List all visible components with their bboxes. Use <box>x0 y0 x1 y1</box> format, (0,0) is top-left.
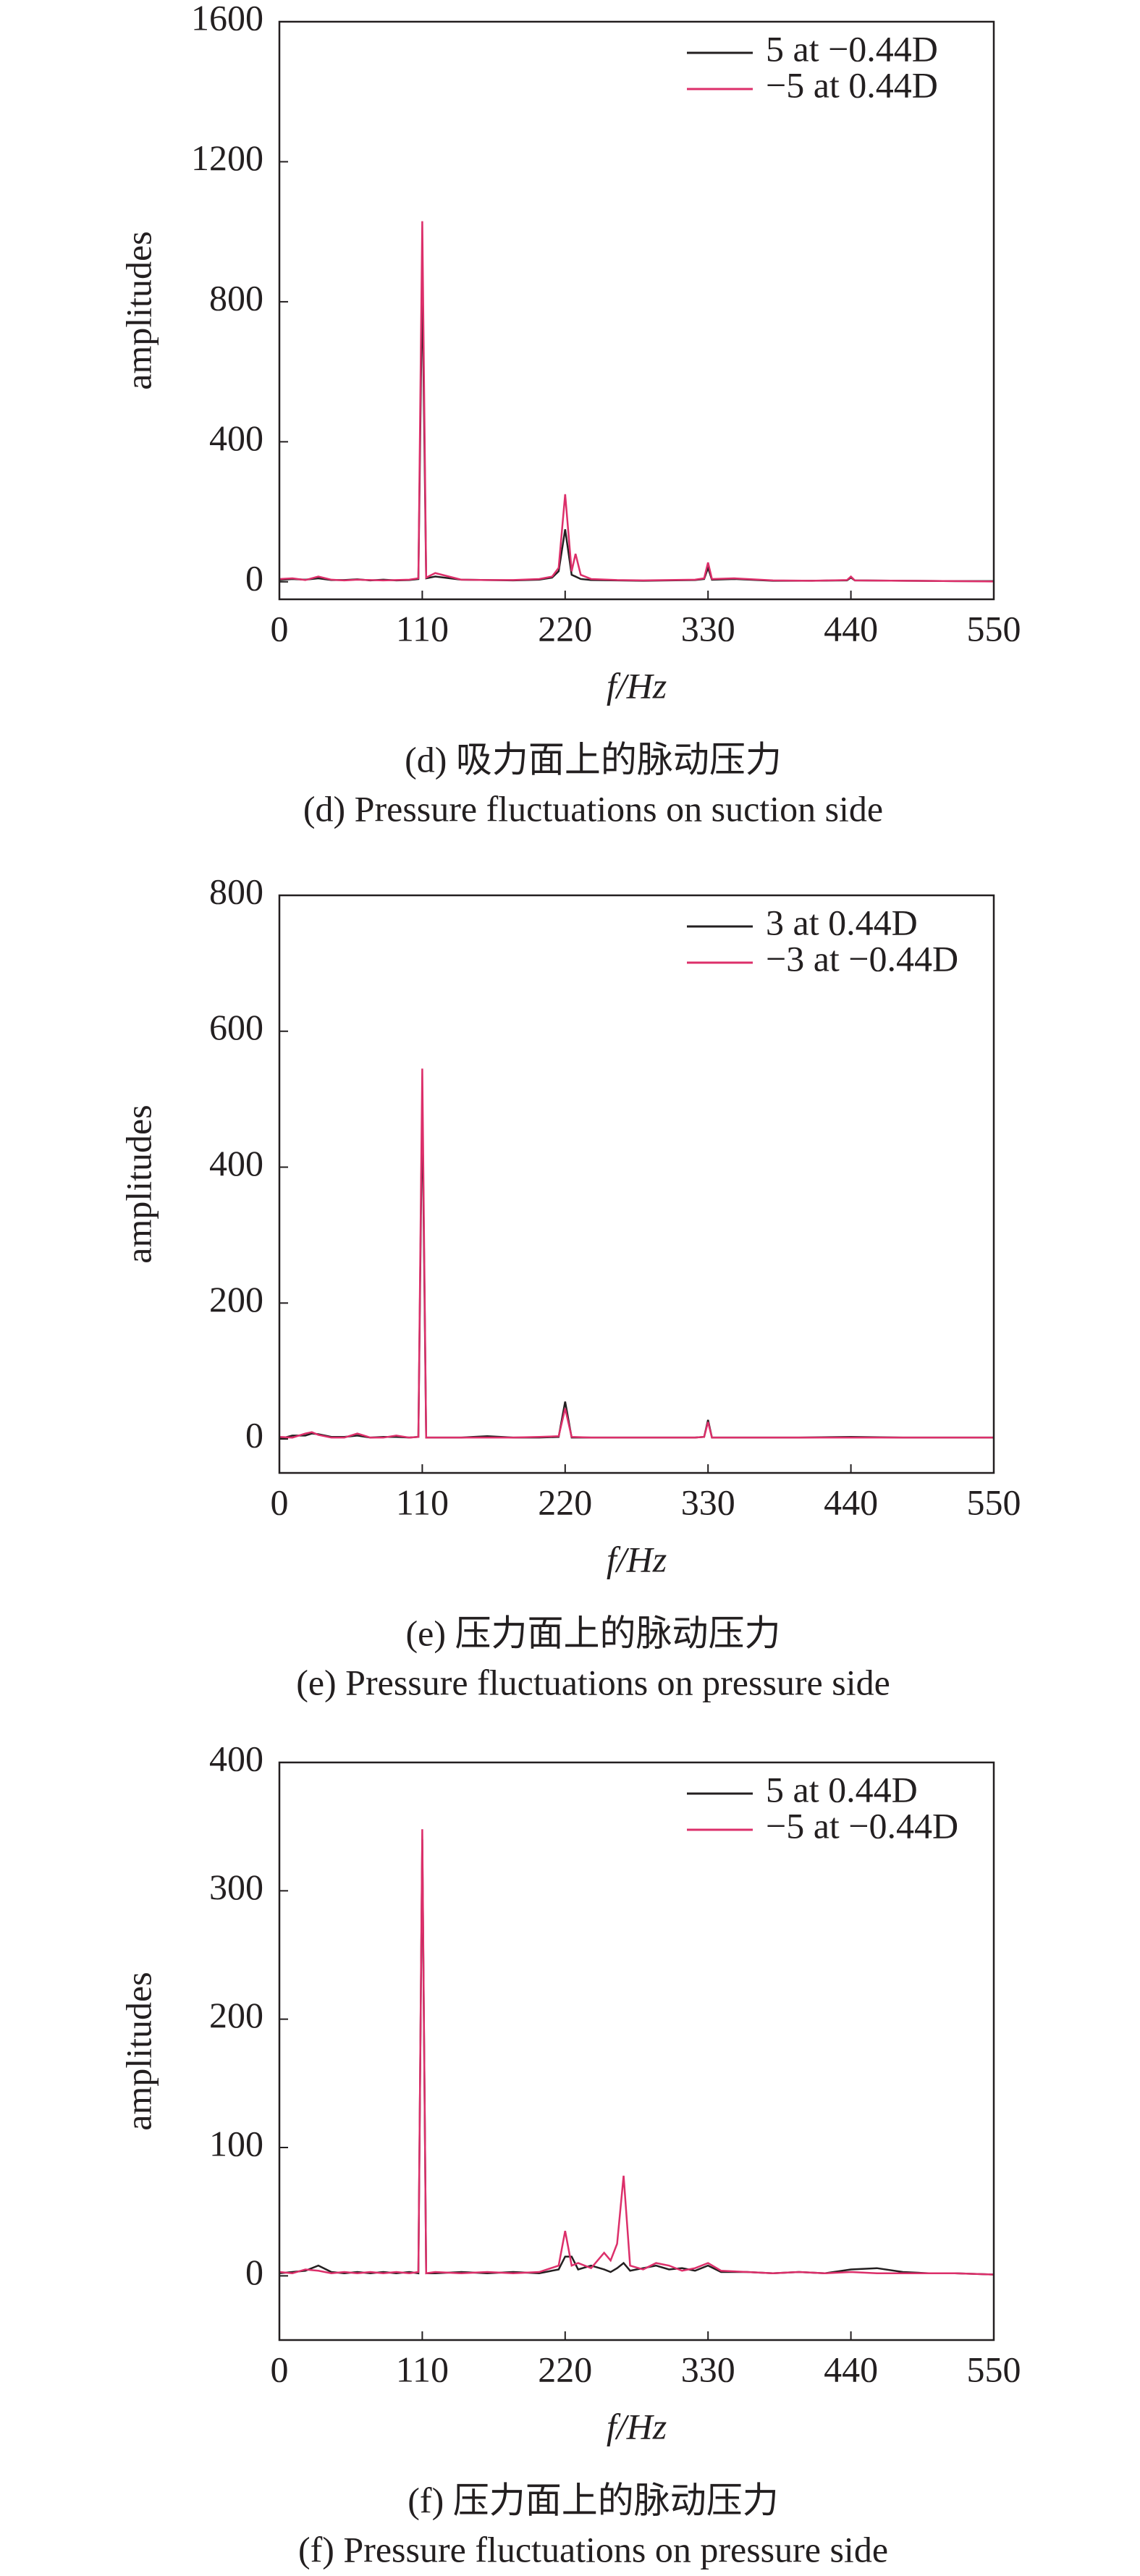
series-line <box>279 277 994 583</box>
y-tick-label: 800 <box>209 277 263 318</box>
x-axis-label: f/Hz <box>607 2406 667 2446</box>
caption: (d) 吸力面上的脉动压力 <box>405 739 782 780</box>
x-tick-label: 330 <box>681 2349 735 2389</box>
caption: (e) Pressure fluctuations on pressure si… <box>296 1662 890 1702</box>
y-tick-label: 400 <box>209 418 263 458</box>
x-axis-label: f/Hz <box>607 1539 667 1579</box>
y-axis-label: amplitudes <box>118 1105 159 1263</box>
x-axis-label: f/Hz <box>607 665 667 706</box>
x-tick-label: 440 <box>824 2349 878 2389</box>
series-line <box>279 1068 994 1439</box>
y-tick-label: 200 <box>209 1995 263 2035</box>
x-tick-label: 110 <box>396 2349 449 2389</box>
y-tick-label: 0 <box>245 1415 263 1456</box>
series-line <box>279 1829 994 2276</box>
y-tick-label: 1200 <box>191 138 263 178</box>
y-tick-label: 0 <box>245 557 263 598</box>
x-tick-label: 110 <box>396 608 449 649</box>
y-tick-label: 800 <box>209 871 263 911</box>
x-tick-label: 0 <box>271 608 289 649</box>
y-tick-label: 300 <box>209 1867 263 1907</box>
legend-label: 5 at 0.44D <box>766 1769 918 1809</box>
x-tick-label: 0 <box>271 2349 289 2389</box>
x-tick-label: 220 <box>538 2349 592 2389</box>
x-tick-label: 110 <box>396 1482 449 1522</box>
y-axis-label: amplitudes <box>118 1972 159 2130</box>
chart: 0 200 400 600 800 0 110 220 330 440 550 3 at 0.44D−… <box>118 871 1021 1702</box>
legend-label: −5 at 0.44D <box>766 64 938 105</box>
chart: 0 400 800 1200 1600 0 110 220 330 440 550 5 at −0.4… <box>118 0 1021 829</box>
x-tick-label: 220 <box>538 1482 592 1522</box>
y-tick-label: 1600 <box>191 0 263 38</box>
y-axis-label: amplitudes <box>118 231 159 389</box>
caption: (f) Pressure fluctuations on pressure si… <box>298 2529 888 2569</box>
y-tick-label: 100 <box>209 2123 263 2163</box>
x-tick-label: 550 <box>967 2349 1021 2389</box>
x-tick-label: 220 <box>538 608 592 649</box>
x-tick-label: 330 <box>681 1482 735 1522</box>
plot-frame <box>278 20 995 601</box>
y-tick-label: 400 <box>209 1143 263 1183</box>
x-tick-label: 550 <box>967 608 1021 649</box>
y-tick-label: 400 <box>209 1738 263 1778</box>
x-tick-label: 0 <box>271 1482 289 1522</box>
y-tick-label: 600 <box>209 1007 263 1047</box>
x-tick-label: 330 <box>681 608 735 649</box>
series-line <box>279 1839 994 2276</box>
chart: 0 100 200 300 400 0 110 220 330 440 550 5 at 0.44D−… <box>118 1738 1021 2569</box>
legend-label: 5 at −0.44D <box>766 28 938 69</box>
caption: (f) 压力面上的脉动压力 <box>408 2480 778 2520</box>
series-line <box>279 1099 994 1440</box>
legend-label: −3 at −0.44D <box>766 938 958 979</box>
caption: (d) Pressure fluctuations on suction sid… <box>303 788 883 829</box>
legend-label: −5 at −0.44D <box>766 1805 958 1846</box>
y-tick-label: 0 <box>245 2252 263 2292</box>
plot-frame <box>278 1761 995 2341</box>
legend-label: 3 at 0.44D <box>766 902 918 942</box>
y-tick-label: 200 <box>209 1279 263 1319</box>
plot-frame <box>278 894 995 1474</box>
x-tick-label: 550 <box>967 1482 1021 1522</box>
series-line <box>279 221 994 583</box>
x-tick-label: 440 <box>824 608 878 649</box>
x-tick-label: 440 <box>824 1482 878 1522</box>
caption: (e) 压力面上的脉动压力 <box>406 1613 781 1653</box>
